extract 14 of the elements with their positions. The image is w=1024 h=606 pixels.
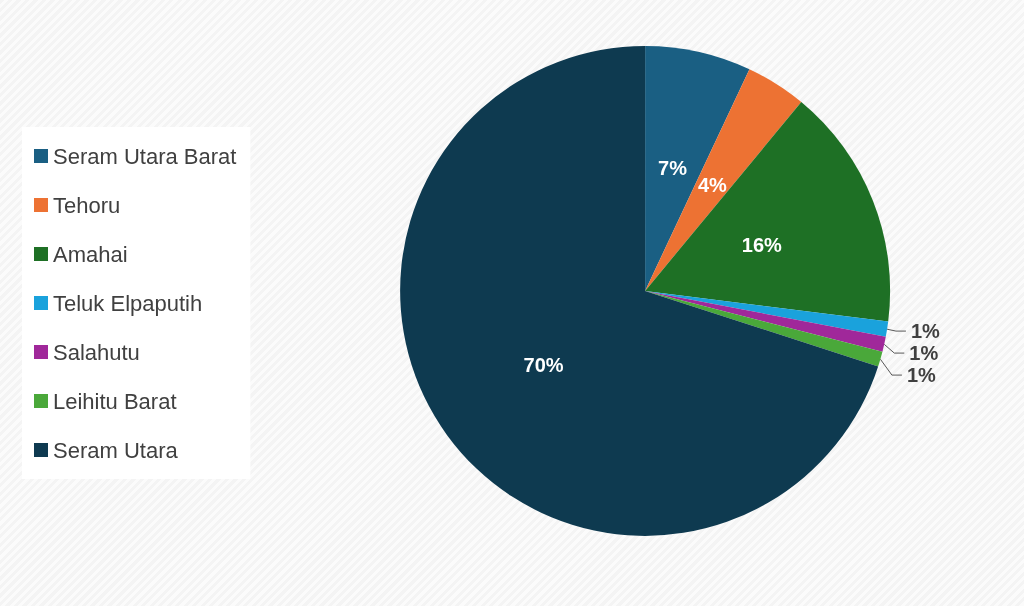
data-label: 1%	[909, 342, 939, 365]
data-label: 4%	[697, 173, 728, 196]
legend-label: Leihitu Barat	[53, 388, 177, 414]
legend-label: Amahai	[53, 241, 128, 267]
legend-label: Teluk Elpaputih	[53, 290, 203, 316]
data-label: 1%	[906, 364, 937, 387]
data-label: 70%	[523, 353, 564, 376]
legend-label: Seram Utara	[53, 437, 179, 463]
data-label: 1%	[910, 320, 941, 343]
legend-label: Seram Utara Barat	[53, 143, 237, 169]
legend-label: Tehoru	[53, 192, 121, 218]
data-label: 16%	[741, 233, 783, 256]
legend-label: Salahutu	[53, 339, 140, 365]
data-label: 7%	[658, 157, 688, 180]
